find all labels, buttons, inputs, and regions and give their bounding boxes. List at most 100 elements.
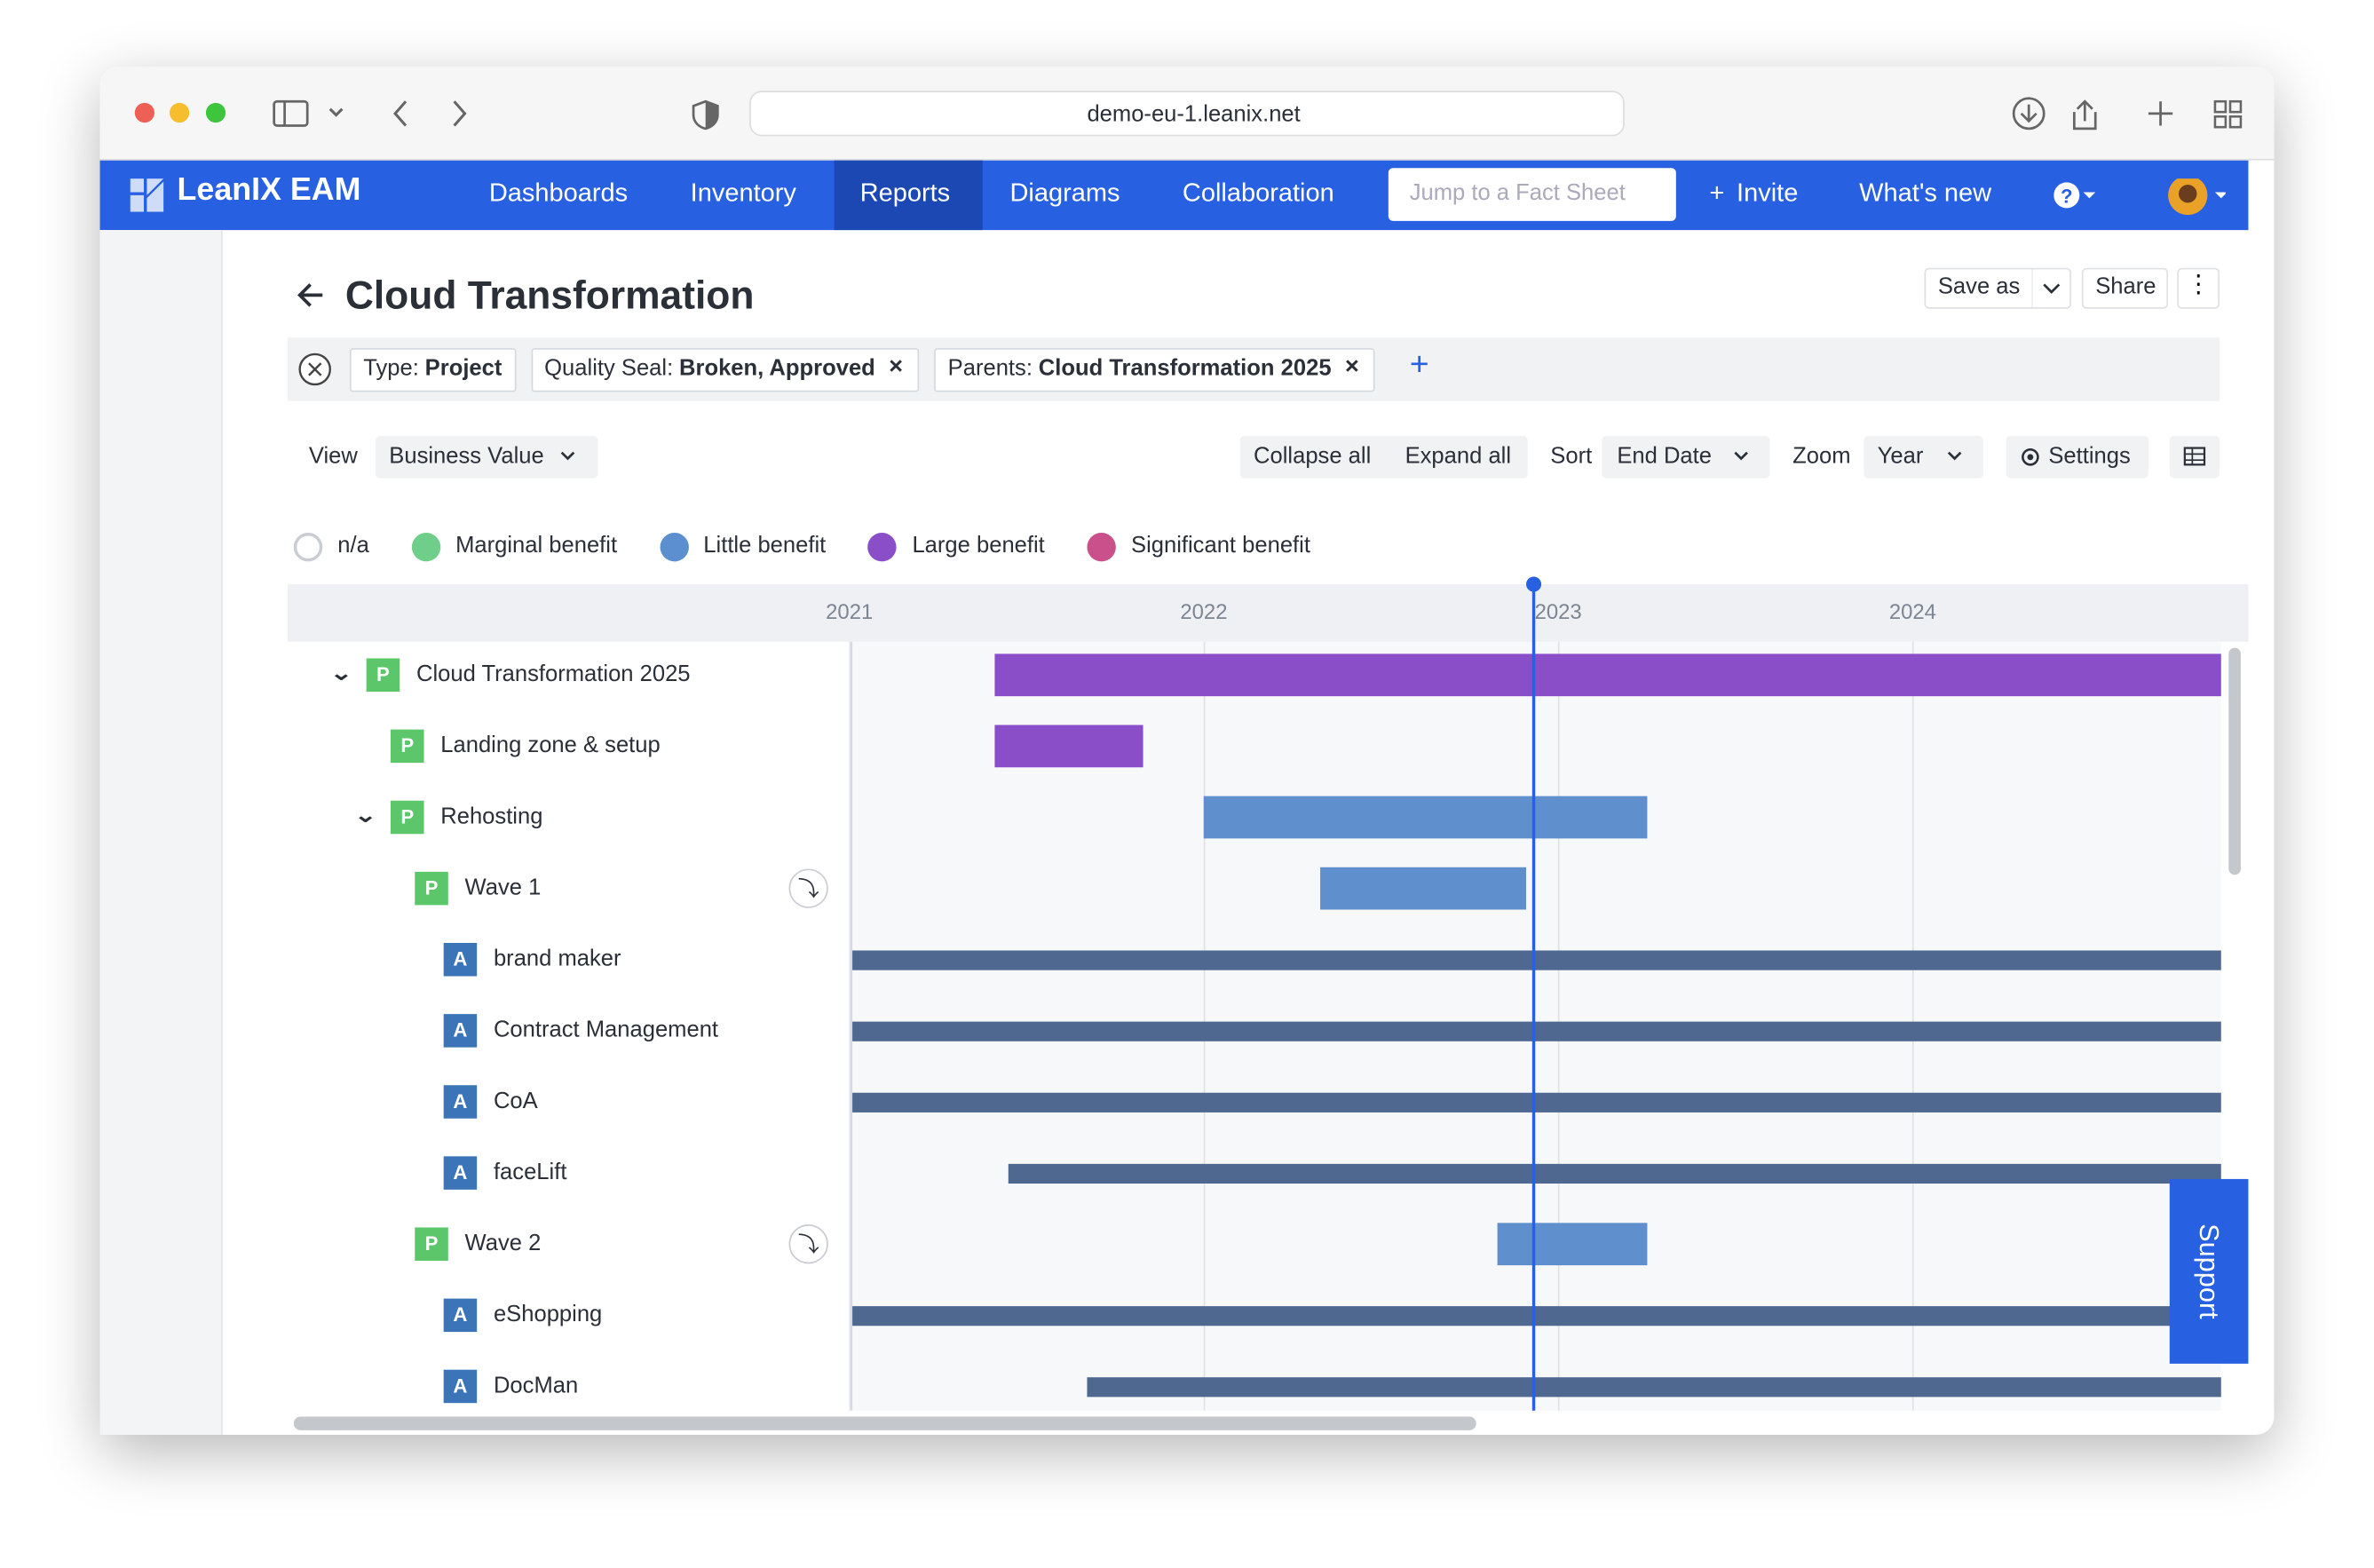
badge: P [366,658,400,693]
more-btn[interactable]: ⋮ [2177,267,2220,309]
table-btn[interactable] [2169,435,2220,479]
gantt-bar[interactable] [852,1020,2221,1041]
save-as-btn[interactable] [1924,267,2071,309]
filter-value: Cloud Transformation 2025 [1038,355,1332,382]
invite-plus: + [1709,178,1725,208]
nav-item[interactable]: Inventory [690,178,796,208]
year-label: 2021 [826,599,874,624]
clear-filters[interactable] [297,351,333,387]
invite[interactable]: Invite [1737,178,1799,208]
collapse-all[interactable]: Collapse all [1254,443,1372,470]
support-tab[interactable] [2169,1178,2249,1364]
view-label: View [308,443,358,470]
gantt-bar[interactable] [994,725,1144,768]
zoom: Year [1877,443,1924,470]
row-label[interactable]: faceLift [493,1159,567,1185]
sort: End Date [1617,443,1712,470]
share: Share [2095,273,2156,300]
collapse-expand [1239,435,1528,479]
drilldown[interactable]: ⤵ [788,1224,828,1264]
svg-text:?: ? [2061,185,2073,207]
toolbar-icons [273,99,719,131]
url-box[interactable] [749,91,1625,137]
nav-item[interactable]: Reports [859,178,951,208]
nav-item[interactable]: Collaboration [1182,178,1334,208]
filter-value: Broken, Approved [679,355,875,382]
share-btn[interactable] [2081,267,2169,309]
legend-label: n/a [337,533,369,559]
row-label[interactable]: Contract Management [493,1017,719,1043]
year-label: 2022 [1180,599,1228,624]
nav-item[interactable]: Dashboards [488,178,629,208]
row-label[interactable]: Wave 1 [464,875,542,901]
row-label[interactable]: eShopping [493,1301,603,1327]
zoom-label: Zoom [1792,443,1851,470]
minimize[interactable] [170,102,190,123]
gantt-bar[interactable] [1320,867,1527,910]
row-label[interactable]: Cloud Transformation 2025 [415,661,691,687]
view-select[interactable] [375,435,598,479]
whats-new[interactable]: What's new [1859,178,1992,208]
page-title: Cloud Transformation [344,272,755,318]
logo [130,178,164,212]
legend-swatch [867,533,898,562]
year-label: 2023 [1534,599,1582,624]
legend-swatch [411,533,441,562]
search[interactable] [1388,168,1676,221]
badge: P [390,800,424,835]
legend-label: Marginal benefit [455,533,618,559]
sidebar [99,230,223,1435]
row-label[interactable]: CoA [493,1088,538,1114]
legend-swatch [293,533,323,562]
filter-label: Type: [363,355,419,382]
zoom[interactable] [205,102,226,123]
gantt-bar[interactable] [994,653,2221,697]
gantt-bar[interactable] [852,949,2221,970]
nav-active [834,160,983,231]
badge: P [415,871,448,906]
row-label[interactable]: Landing zone & setup [440,733,661,759]
gantt-bar[interactable] [852,1091,2221,1113]
legend-swatch [1087,533,1116,562]
sort-label: Sort [1550,443,1593,470]
back[interactable] [296,279,329,313]
drilldown[interactable]: ⤵ [788,868,828,908]
badge: A [443,1156,478,1190]
row-label[interactable]: DocMan [493,1373,579,1399]
filter-value: Project [424,355,502,382]
url: demo-eu-1.leanix.net [1087,101,1301,128]
v-scrollbar[interactable] [2228,647,2241,875]
nav-item[interactable]: Diagrams [1009,178,1120,208]
nav-bar [99,160,2249,231]
add-filter[interactable]: + [1409,344,1429,384]
filter-chip[interactable] [530,348,920,392]
filter-label: Quality Seal: [544,355,674,382]
gantt-bar[interactable] [1203,796,1647,839]
gantt-bar[interactable] [852,1305,2221,1326]
expand-all[interactable]: Expand all [1405,443,1512,470]
expand-toggle[interactable]: ⌄ [329,661,353,685]
gantt-bar[interactable] [1087,1376,2221,1397]
gantt-bar[interactable] [1009,1163,2221,1184]
search-placeholder: Jump to a Fact Sheet [1409,179,1626,206]
browser-actions [2012,97,2243,131]
badge: A [443,1369,478,1404]
expand-toggle[interactable]: ⌄ [353,804,377,827]
year-label: 2024 [1888,599,1936,624]
filter-chip[interactable] [934,348,1375,392]
row-label[interactable]: Wave 2 [464,1230,542,1256]
filter-chip[interactable] [349,348,516,392]
save-as: Save as [1937,273,2021,300]
filter-remove[interactable]: × [889,353,904,380]
badge: A [443,1085,478,1119]
row-label[interactable]: Rehosting [440,804,543,830]
filter-remove[interactable]: × [1344,353,1359,380]
gantt-bar[interactable] [1498,1223,1647,1266]
zoom-select[interactable] [1864,435,1984,479]
nav-icons: ? [2054,178,2226,216]
row-label[interactable]: brand maker [493,946,621,972]
close[interactable] [134,102,154,123]
h-scrollbar[interactable] [293,1416,1476,1430]
legend-label: Little benefit [703,533,827,559]
